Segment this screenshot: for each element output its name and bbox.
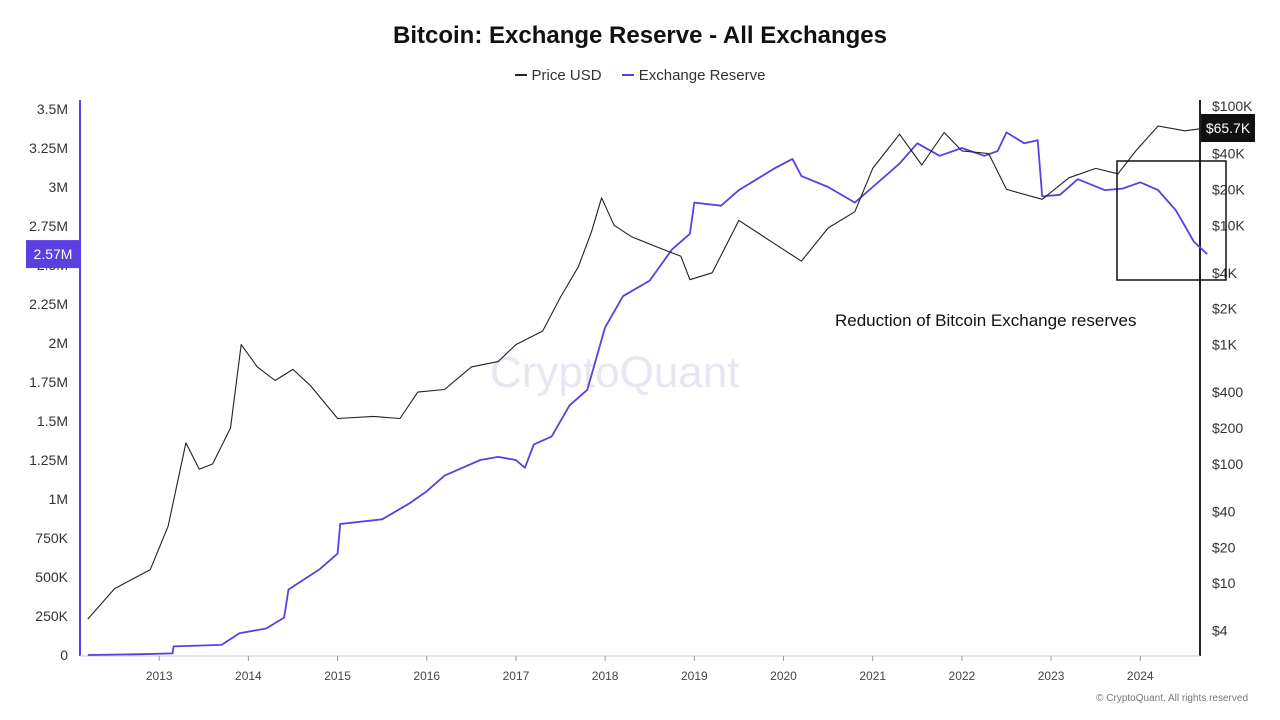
x-tick-label: 2023: [1038, 669, 1065, 683]
right-tick-label: $100K: [1212, 98, 1253, 114]
x-tick-label: 2017: [503, 669, 530, 683]
left-tick-label: 750K: [35, 530, 68, 546]
left-tick-label: 500K: [35, 569, 68, 585]
legend-item-reserve[interactable]: Exchange Reserve: [621, 66, 766, 84]
right-tick-label: $40: [1212, 503, 1236, 519]
left-tick-label: 3M: [49, 179, 68, 195]
right-tick-label: $20K: [1212, 181, 1245, 197]
right-tick-label: $1K: [1212, 337, 1238, 353]
current-price-label: $65.7K: [1206, 120, 1251, 136]
left-tick-label: 3.5M: [37, 101, 68, 117]
current-reserve-label: 2.57M: [34, 246, 73, 262]
right-tick-label: $40K: [1212, 145, 1245, 161]
series-layer: [87, 125, 1208, 656]
x-tick-label: 2024: [1127, 669, 1154, 683]
right-tick-label: $10: [1212, 575, 1236, 591]
annotation-text: Reduction of Bitcoin Exchange reserves: [835, 311, 1137, 330]
right-tick-label: $200: [1212, 420, 1243, 436]
legend-label-reserve: Exchange Reserve: [638, 66, 766, 84]
watermark: CryptoQuant: [490, 348, 740, 397]
left-tick-label: 250K: [35, 608, 68, 624]
copyright-footer: © CryptoQuant. All rights reserved: [1096, 693, 1248, 704]
x-tick-label: 2015: [324, 669, 351, 683]
right-tick-label: $2K: [1212, 301, 1238, 317]
x-tick-label: 2016: [413, 669, 440, 683]
series-line-price-usd: [87, 125, 1208, 620]
x-tick-label: 2014: [235, 669, 262, 683]
left-tick-label: 2.75M: [29, 218, 68, 234]
chart-legend: Price USD Exchange Reserve: [0, 63, 1280, 84]
left-tick-label: 1.75M: [29, 374, 68, 390]
right-tick-label: $4: [1212, 623, 1228, 639]
x-tick-label: 2022: [949, 669, 976, 683]
right-tick-label: $4K: [1212, 265, 1238, 281]
left-axis: 0250K500K750K1M1.25M1.5M1.75M2M2.25M2.5M…: [29, 100, 81, 663]
legend-swatch-price: [514, 74, 527, 76]
x-tick-label: 2020: [770, 669, 797, 683]
right-tick-label: $10K: [1212, 217, 1245, 233]
right-tick-label: $20: [1212, 539, 1236, 555]
right-axis: $4 $10 $20 $40 $100 $200 $400 $1K $2K $4K $10K $20K…: [1199, 98, 1253, 656]
x-tick-label: 2018: [592, 669, 619, 683]
current-price-badge: [1201, 114, 1255, 142]
chart-title: Bitcoin: Exchange Reserve - All Exchange…: [393, 22, 887, 49]
left-tick-label: 2.25M: [29, 296, 68, 312]
right-tick-label: $400: [1212, 384, 1243, 400]
badges: 2.57M $65.7K: [26, 114, 1255, 269]
legend-label-price: Price USD: [531, 66, 602, 84]
left-tick-label: 1M: [49, 491, 68, 507]
x-tick-label: 2013: [146, 669, 173, 683]
left-tick-label: 2M: [49, 335, 68, 351]
x-tick-label: 2019: [681, 669, 708, 683]
left-tick-label: 3.25M: [29, 140, 68, 156]
right-tick-label: $100: [1212, 456, 1243, 472]
current-reserve-badge: [26, 240, 80, 269]
x-tick-label: 2021: [859, 669, 886, 683]
left-tick-label: 1.5M: [37, 413, 68, 429]
highlight-box: [1116, 160, 1227, 281]
legend-item-price[interactable]: Price USD: [514, 66, 602, 84]
x-axis: 2013 2014 2015 2016 2017 2018 2019 2020 2021 2022…: [80, 655, 1200, 683]
left-tick-label: 0: [60, 647, 68, 663]
series-line-exchange-reserve: [87, 131, 1208, 656]
left-tick-label: 1.25M: [29, 452, 68, 468]
legend-swatch-reserve: [621, 74, 634, 76]
